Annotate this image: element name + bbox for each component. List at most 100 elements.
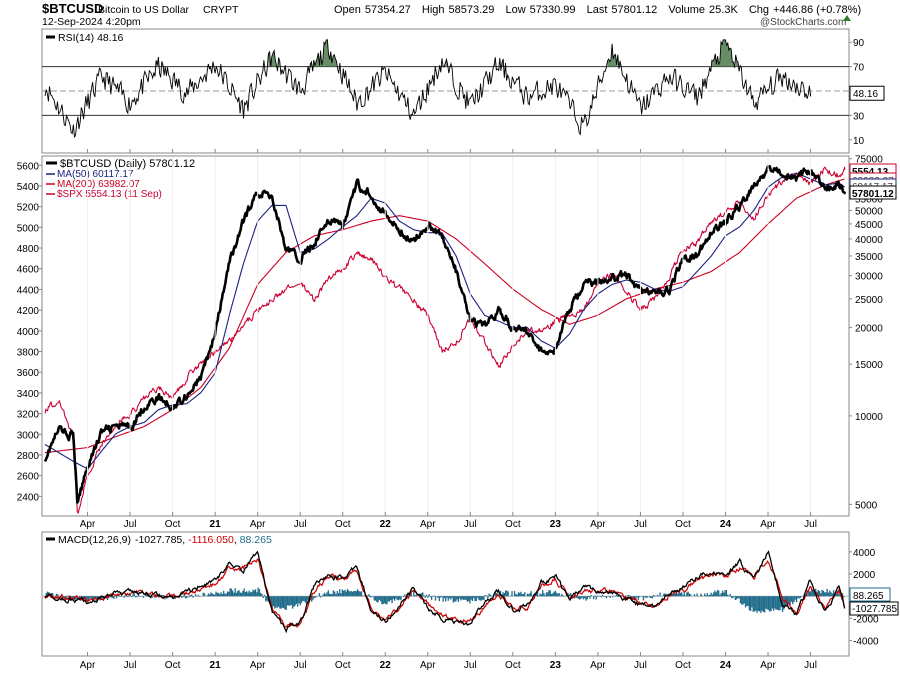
x-tick-label: Apr [760, 519, 776, 530]
macd-histogram-bar [838, 594, 840, 597]
macd-histogram-bar [755, 596, 757, 611]
macd-histogram-bar [271, 596, 273, 609]
macd-histogram-bar [739, 596, 742, 604]
macd-histogram-bar [210, 592, 212, 597]
macd-histogram-bar [137, 595, 139, 597]
rsi-current-badge [849, 85, 885, 101]
macd-histogram-bar [558, 593, 560, 597]
macd-histogram-bar [621, 595, 623, 597]
macd-histogram-bar [520, 591, 522, 597]
macd-histogram-bar [746, 596, 748, 607]
macd-histogram-bar [727, 594, 729, 597]
x-tick-label: Apr [760, 660, 776, 671]
macd-histogram-bar [256, 592, 258, 597]
macd-histogram-bar [182, 596, 184, 598]
macd-histogram-bar [331, 594, 333, 597]
macd-histogram-bar [822, 590, 825, 597]
macd-histogram-bar [349, 591, 351, 597]
macd-histogram-bar [789, 596, 791, 605]
macd-histogram-bar [581, 596, 583, 598]
macd-histogram-bar [194, 594, 197, 597]
macd-histogram-bar [408, 593, 410, 597]
macd-histogram-bar [289, 596, 291, 606]
macd-histogram-bar [188, 596, 190, 598]
macd-histogram-bar [394, 596, 396, 601]
macd-histogram-bar [228, 591, 230, 597]
macd-histogram-bar [396, 596, 398, 600]
macd-panel [41, 531, 850, 657]
macd-histogram-bar [784, 596, 786, 607]
macd-histogram-bar [258, 589, 261, 597]
macd-histogram-bar [728, 595, 730, 597]
macd-histogram-bar [239, 592, 241, 597]
macd-histogram-bar [545, 592, 548, 597]
macd-histogram-bar [247, 592, 249, 597]
x-tick-label: Oct [165, 519, 181, 530]
macd-histogram-bar [716, 589, 719, 597]
macd-histogram-bar [231, 590, 234, 597]
macd-histogram-bar [127, 596, 129, 598]
spx-tick-label: 4000 [17, 327, 40, 338]
rsi-chart: 103050709048.16 [42, 38, 885, 147]
macd-tick-label: 4000 [853, 548, 876, 559]
macd-histogram-bar [682, 594, 684, 597]
x-tick-label: Jul [294, 660, 307, 671]
macd-histogram-bar [423, 595, 425, 597]
macd-histogram-bar [249, 592, 252, 597]
macd-histogram-bar [827, 592, 830, 597]
macd-histogram-bar [793, 596, 795, 602]
x-tick-label: Apr [420, 660, 436, 671]
macd-histogram-bar [487, 596, 489, 600]
macd-histogram-bar [794, 596, 796, 600]
macd-histogram-bar [115, 596, 118, 599]
macd-histogram-bar [274, 596, 276, 609]
macd-histogram-bar [295, 596, 298, 604]
macd-histogram-bar [189, 595, 192, 597]
macd-histogram-bar [131, 596, 133, 598]
macd-histogram-bar [379, 596, 382, 602]
macd-histogram-bar [89, 596, 91, 599]
macd-histogram-bar [284, 596, 286, 610]
macd-histogram-bar [641, 596, 643, 597]
macd-histogram-bar [659, 592, 661, 597]
macd-histogram-bar [304, 596, 306, 603]
macd-histogram-bar [720, 592, 722, 597]
macd-histogram-bar [601, 594, 604, 597]
macd-histogram-bar [242, 591, 244, 597]
macd-histogram-bar [529, 593, 531, 597]
macd-histogram-bar [184, 596, 187, 599]
macd-histogram-bar [760, 596, 762, 613]
macd-histogram-bar [767, 596, 770, 611]
macd-histogram-bar [441, 596, 443, 597]
macd-histogram-bar [459, 596, 461, 599]
macd-histogram-bar [730, 596, 733, 599]
macd-histogram-bar [183, 593, 185, 597]
macd-histogram-bar [346, 589, 349, 597]
macd-histogram-bar [628, 595, 631, 597]
macd-histogram-bar [392, 596, 395, 600]
macd-histogram-bar [600, 596, 603, 598]
macd-histogram-bar [506, 590, 508, 597]
macd-histogram-bar [388, 596, 391, 602]
x-tick-label: Apr [80, 519, 96, 530]
macd-histogram-bar [826, 588, 828, 597]
macd-histogram-bar [605, 596, 608, 599]
macd-histogram-bar [161, 595, 164, 597]
macd-histogram-bar [690, 594, 692, 597]
macd-histogram-bar [589, 596, 591, 599]
macd-histogram-bar [91, 596, 93, 600]
macd-histogram-bar [285, 596, 287, 611]
macd-histogram-bar [96, 596, 99, 602]
macd-histogram-bar [134, 596, 137, 598]
macd-histogram-bar [90, 596, 92, 599]
macd-histogram-bar [795, 596, 798, 603]
macd-histogram-bar [313, 596, 315, 598]
spx-tick-label: 3600 [17, 368, 40, 379]
macd-histogram-bar [462, 596, 465, 600]
macd-histogram-bar [587, 596, 590, 597]
macd-histogram-bar [145, 593, 147, 597]
macd-tick-label: -4000 [853, 637, 879, 648]
chg-label: Chg [749, 4, 769, 16]
macd-histogram-bar [265, 596, 267, 602]
